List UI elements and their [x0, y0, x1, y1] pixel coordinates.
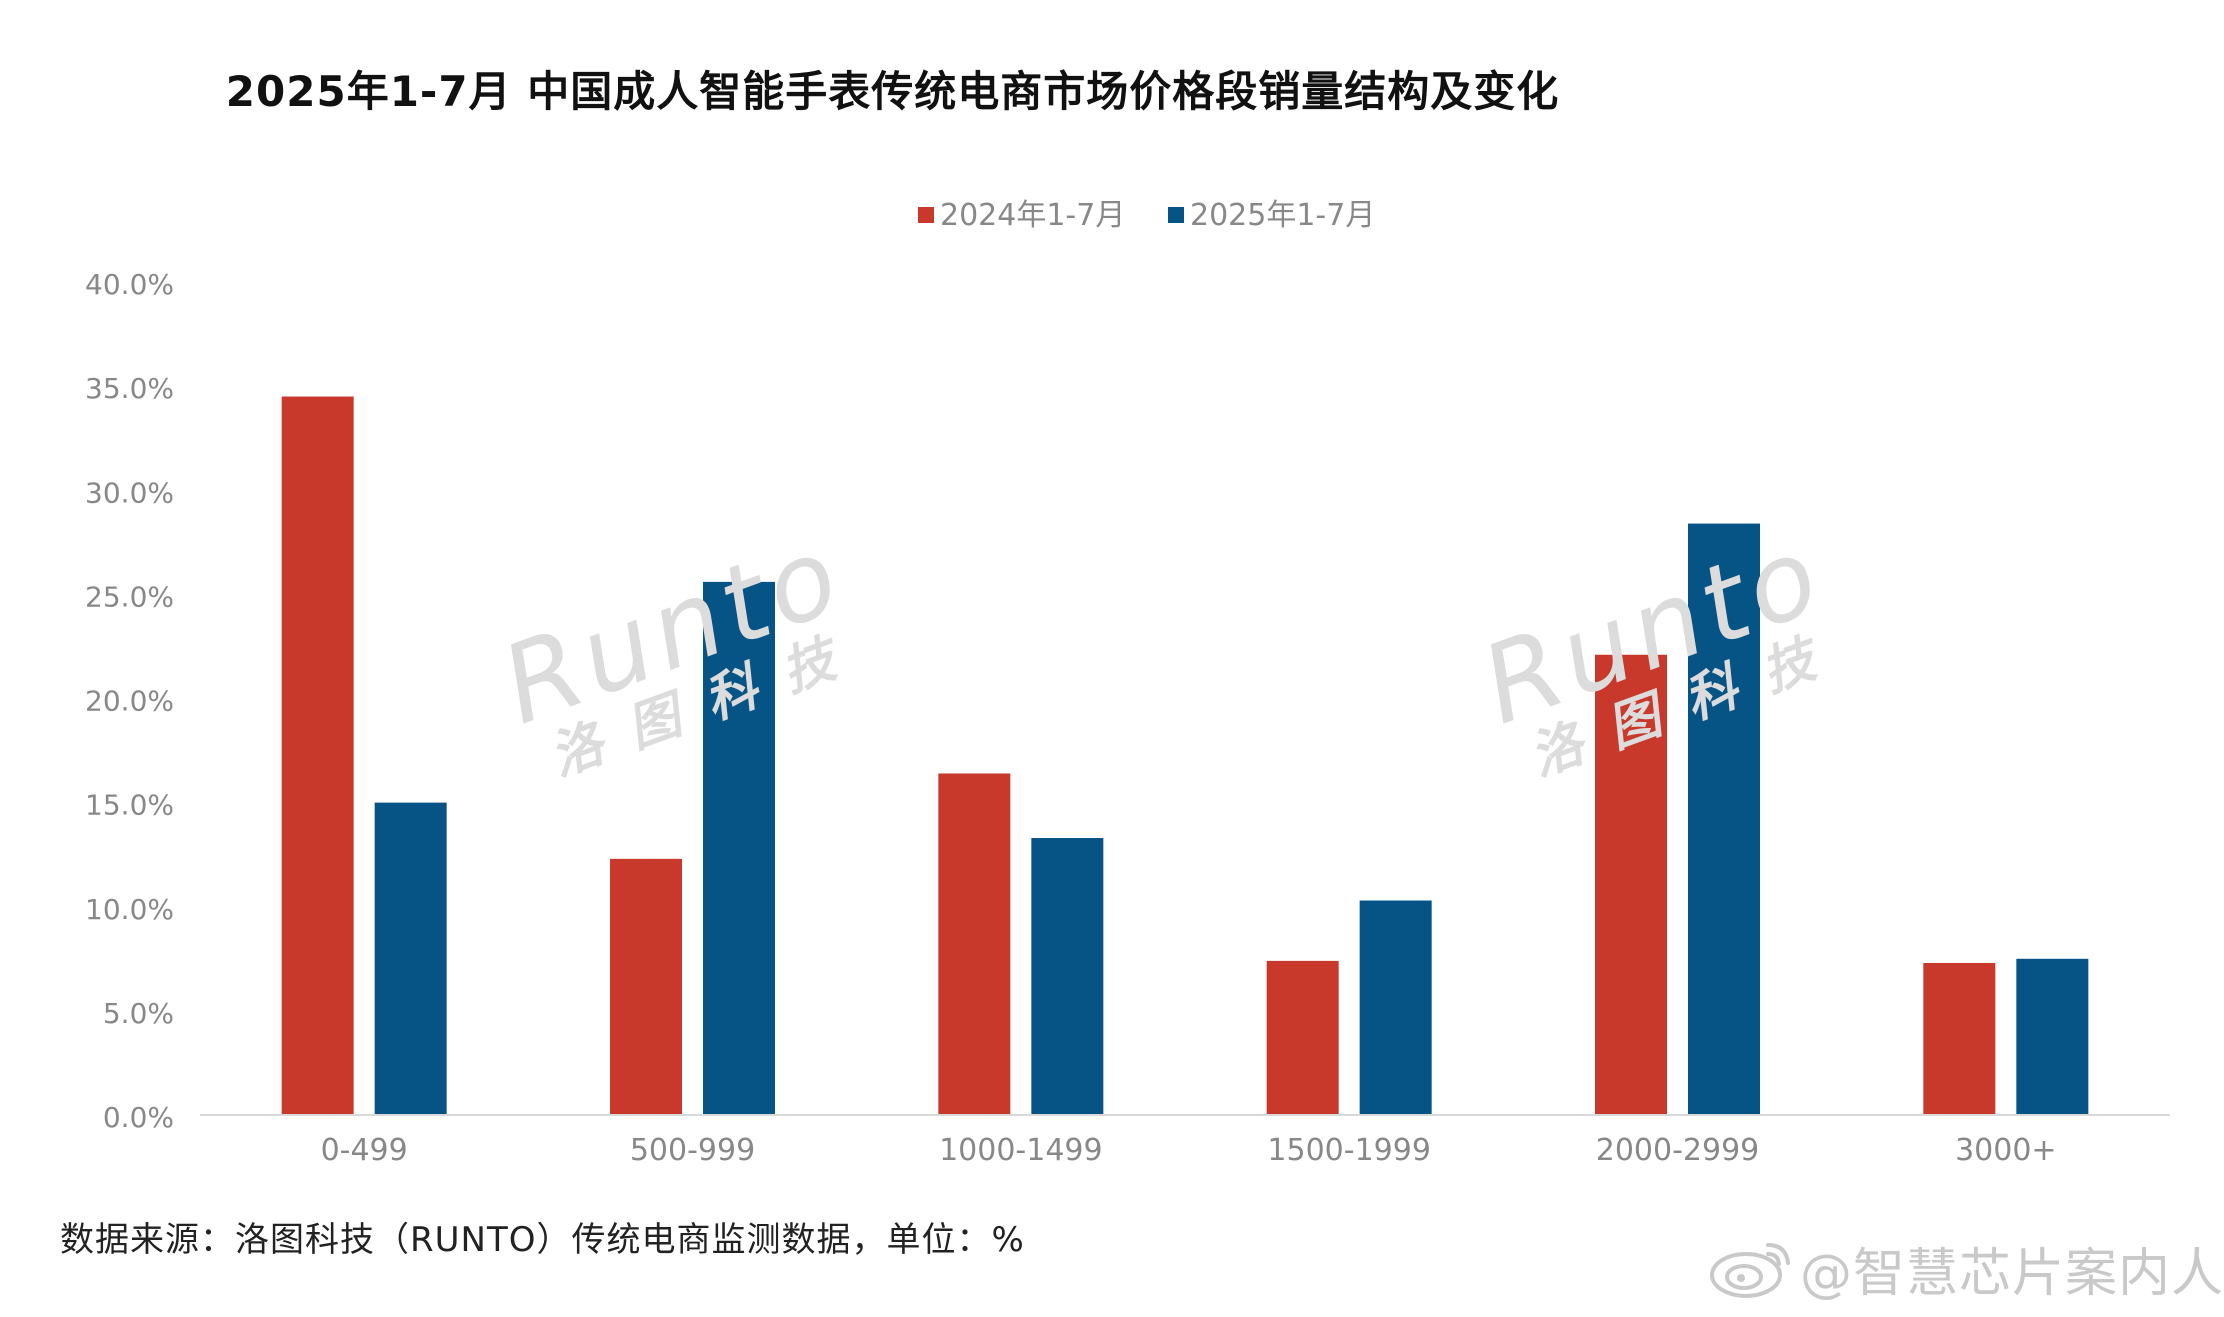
legend-swatch — [1168, 207, 1184, 223]
y-tick-label: 25.0% — [85, 580, 174, 613]
x-tick-label: 0-499 — [321, 1133, 408, 1168]
bar-2024-2000-2999 — [1595, 654, 1667, 1115]
weibo-watermark: @智慧芯片案内人 — [1708, 1232, 2224, 1304]
bar-2025-1500-1999 — [1359, 900, 1432, 1115]
bar-2025-3000+ — [2016, 958, 2089, 1115]
legend-swatch — [918, 207, 934, 223]
y-tick-label: 35.0% — [85, 372, 174, 405]
y-tick-label: 20.0% — [85, 685, 174, 718]
y-tick-label: 10.0% — [85, 893, 174, 926]
weibo-logo-icon — [1709, 1243, 1790, 1298]
y-tick-label: 5.0% — [103, 997, 174, 1030]
bar-2024-500-999 — [610, 858, 682, 1115]
x-tick-label: 500-999 — [630, 1133, 755, 1168]
chart-title: 2025年1-7月 中国成人智能手表传统电商市场价格段销量结构及变化 — [225, 67, 1560, 116]
y-tick-label: 15.0% — [85, 789, 174, 822]
x-tick-label: 1500-1999 — [1267, 1133, 1431, 1168]
x-tick-label: 3000+ — [1955, 1133, 2056, 1168]
bar-2024-1000-1499 — [938, 773, 1011, 1115]
legend-label: 2024年1-7月 — [940, 198, 1125, 233]
bar-2025-0-499 — [374, 802, 447, 1115]
bar-2025-1000-1499 — [1031, 838, 1104, 1115]
source-note: 数据来源：洛图科技（RUNTO）传统电商监测数据，单位：% — [60, 1220, 1025, 1260]
legend-label: 2025年1-7月 — [1190, 198, 1375, 233]
bar-2024-1500-1999 — [1266, 960, 1339, 1115]
bar-2025-500-999 — [703, 581, 775, 1115]
bar-2024-3000+ — [1923, 962, 1996, 1115]
x-tick-label: 2000-2999 — [1596, 1133, 1760, 1168]
watermark-text: @智慧芯片案内人 — [1799, 1243, 2224, 1304]
bar-2024-0-499 — [281, 396, 354, 1116]
x-tick-label: 1000-1499 — [939, 1133, 1103, 1168]
y-tick-label: 30.0% — [85, 476, 174, 509]
y-tick-label: 40.0% — [85, 268, 174, 301]
y-tick-label: 0.0% — [103, 1101, 174, 1134]
bar-2025-2000-2999 — [1688, 523, 1760, 1115]
